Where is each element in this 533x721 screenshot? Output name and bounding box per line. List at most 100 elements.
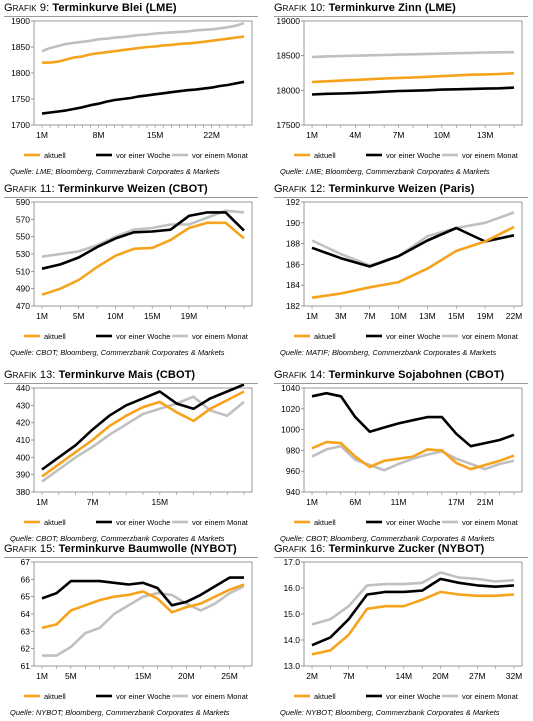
chart-number: Grafik 13: — [4, 369, 56, 381]
series-line-aktuell — [42, 35, 245, 64]
y-tick-label: 13.0 — [283, 661, 300, 671]
x-tick-label: 15M — [135, 671, 152, 681]
x-tick-label: 5M — [65, 671, 77, 681]
line-chart: 17500 18000 18500 19000 1M 4M 7M 10M 13M aktuell v… — [276, 17, 523, 160]
y-tick-label: 1700 — [11, 120, 30, 130]
legend-label: vor einem Monat — [192, 332, 249, 341]
x-tick-label: 1M — [306, 130, 318, 140]
chart-panel: Grafik 16: Terminkurve Zucker (NYBOT) Que… — [272, 543, 532, 721]
y-tick-label: 18000 — [276, 85, 300, 95]
y-tick-label: 17.0 — [283, 558, 300, 567]
x-tick-label: 25M — [221, 671, 238, 681]
chart-title: Grafik 12: Terminkurve Weizen (Paris) — [274, 183, 474, 195]
chart-source: Quelle: LME; Bloomberg, Commerzbank Corp… — [280, 167, 490, 176]
x-tick-label: 1M — [306, 311, 318, 321]
line-chart: 61 62 63 64 65 66 67 1M 5M 15M 20M 25M aktuell vor ei… — [21, 558, 253, 701]
y-tick-label: 960 — [286, 466, 300, 476]
y-tick-label: 420 — [16, 418, 30, 428]
x-tick-label: 15M — [152, 497, 169, 507]
x-tick-label: 2M — [306, 671, 318, 681]
series-line-vor-einem-monat — [41, 209, 245, 258]
y-tick-label: 61 — [21, 661, 31, 671]
chart-title: Grafik 9: Terminkurve Blei (LME) — [4, 2, 177, 14]
y-tick-label: 1900 — [11, 17, 30, 26]
y-tick-label: 1020 — [281, 404, 300, 414]
series-line-aktuell — [311, 440, 515, 471]
y-tick-label: 184 — [286, 280, 300, 290]
x-tick-label: 8M — [93, 130, 105, 140]
series-line-vor-einem-monat — [41, 21, 245, 53]
x-tick-label: 32M — [506, 671, 523, 681]
series-line-vor-einer-woche — [41, 80, 245, 115]
y-tick-label: 182 — [286, 301, 300, 311]
series-line-vor-einem-monat — [41, 395, 245, 483]
x-tick-label: 4M — [349, 130, 361, 140]
y-tick-label: 570 — [16, 214, 30, 224]
title-rule — [4, 557, 258, 558]
y-tick-label: 1000 — [281, 425, 300, 435]
series-line-aktuell — [311, 72, 515, 84]
chart-number: Grafik 14: — [274, 369, 326, 381]
y-tick-label: 430 — [16, 400, 30, 410]
legend-label: aktuell — [44, 692, 66, 701]
title-rule — [274, 383, 528, 384]
y-tick-label: 67 — [21, 558, 31, 567]
chart-panel: Grafik 9: Terminkurve Blei (LME) Quelle: … — [2, 2, 262, 180]
chart-title: Grafik 10: Terminkurve Zinn (LME) — [274, 2, 456, 14]
chart-source: Quelle: LME; Bloomberg, Commerzbank Corp… — [10, 167, 220, 176]
y-tick-label: 1040 — [281, 384, 300, 393]
y-tick-label: 192 — [286, 198, 300, 207]
legend-label: vor einer Woche — [116, 151, 170, 160]
chart-number: Grafik 15: — [4, 543, 56, 555]
y-tick-label: 380 — [16, 487, 30, 497]
series-line-vor-einer-woche — [311, 391, 515, 448]
y-tick-label: 940 — [286, 487, 300, 497]
legend-label: aktuell — [314, 332, 336, 341]
series-line-vor-einer-woche — [41, 211, 245, 270]
x-tick-label: 1M — [36, 671, 48, 681]
x-tick-label: 1M — [36, 130, 48, 140]
series-line-aktuell — [41, 221, 245, 296]
y-tick-label: 14.0 — [283, 635, 300, 645]
y-tick-label: 65 — [21, 592, 31, 602]
y-tick-label: 63 — [21, 626, 31, 636]
x-tick-label: 13M — [419, 311, 436, 321]
chart-title-text: Terminkurve Zucker (NYBOT) — [328, 543, 485, 555]
legend-label: aktuell — [314, 692, 336, 701]
x-tick-label: 10M — [107, 311, 124, 321]
chart-title: Grafik 14: Terminkurve Sojabohnen (CBOT) — [274, 369, 504, 381]
chart-title-text: Terminkurve Weizen (CBOT) — [57, 183, 208, 195]
chart-panel: Grafik 12: Terminkurve Weizen (Paris) Que… — [272, 183, 532, 361]
y-tick-label: 18500 — [276, 51, 300, 61]
line-chart: 182 184 186 188 190 192 1M 3M 7M 10M 13M 15M 19M 22M a… — [286, 198, 523, 341]
legend-label: vor einem Monat — [192, 151, 249, 160]
y-tick-label: 400 — [16, 452, 30, 462]
x-tick-label: 5M — [73, 311, 85, 321]
x-tick-label: 14M — [396, 671, 413, 681]
x-tick-label: 15M — [147, 130, 164, 140]
x-tick-label: 1M — [36, 497, 48, 507]
chart-panel: Grafik 10: Terminkurve Zinn (LME) Quelle:… — [272, 2, 532, 180]
x-tick-label: 13M — [477, 130, 494, 140]
y-tick-label: 390 — [16, 470, 30, 480]
x-tick-label: 10M — [390, 311, 407, 321]
legend-label: vor einem Monat — [462, 332, 519, 341]
chart-source: Quelle: CBOT; Bloomberg, Commerzbank Cor… — [280, 534, 495, 543]
title-rule — [274, 557, 528, 558]
x-tick-label: 19M — [181, 311, 198, 321]
y-tick-label: 490 — [16, 284, 30, 294]
series-line-vor-einer-woche — [311, 86, 515, 96]
chart-title-text: Terminkurve Baumwolle (NYBOT) — [58, 543, 237, 555]
x-tick-label: 7M — [393, 130, 405, 140]
legend-label: vor einer Woche — [116, 692, 170, 701]
y-tick-label: 530 — [16, 249, 30, 259]
series-line-vor-einer-woche — [311, 577, 515, 647]
x-tick-label: 15M — [144, 311, 161, 321]
legend-label: vor einer Woche — [116, 518, 170, 527]
chart-title-text: Terminkurve Mais (CBOT) — [58, 369, 196, 381]
legend-label: vor einer Woche — [386, 518, 440, 527]
y-tick-label: 64 — [21, 609, 31, 619]
y-tick-label: 410 — [16, 435, 30, 445]
plot-frame — [303, 387, 523, 493]
line-chart: 470 490 510 530 550 570 590 1M 5M 10M 15M 19M aktuel… — [16, 198, 253, 341]
